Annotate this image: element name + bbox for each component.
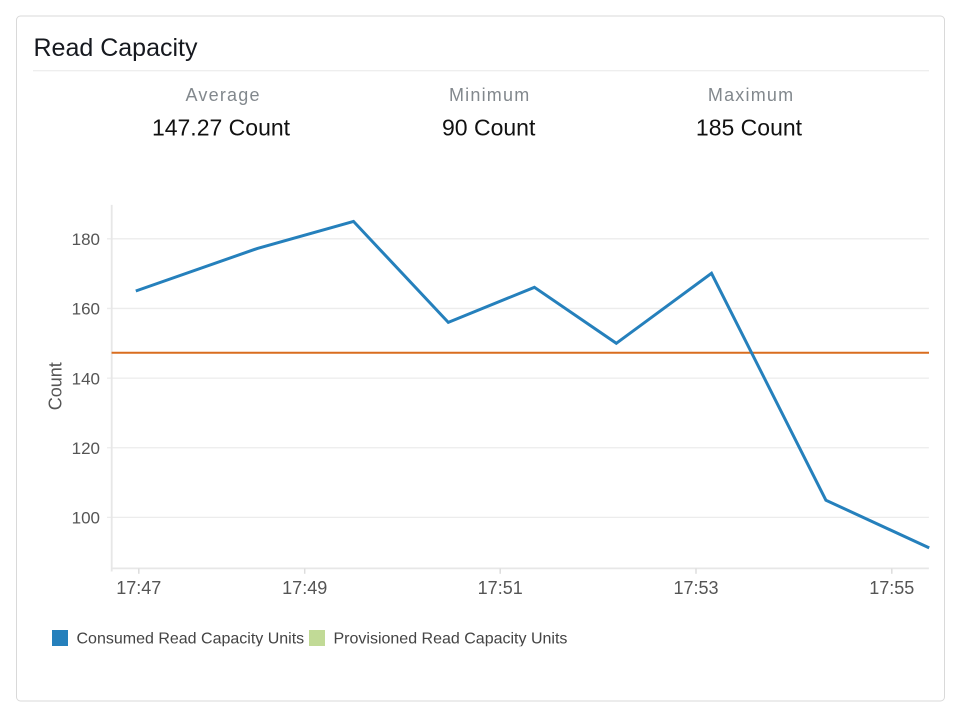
svg-text:147.27 Count: 147.27 Count: [152, 115, 291, 141]
svg-text:Maximum: Maximum: [708, 85, 794, 105]
svg-text:17:49: 17:49: [282, 578, 327, 598]
svg-text:Minimum: Minimum: [449, 85, 530, 105]
svg-text:90 Count: 90 Count: [442, 115, 536, 141]
svg-text:185 Count: 185 Count: [696, 115, 803, 141]
svg-text:140: 140: [72, 369, 100, 388]
svg-text:17:47: 17:47: [116, 578, 161, 598]
svg-text:Count: Count: [45, 362, 65, 410]
svg-text:120: 120: [72, 439, 100, 458]
svg-text:Consumed Read Capacity Units: Consumed Read Capacity Units: [77, 631, 305, 648]
svg-text:180: 180: [72, 230, 100, 249]
svg-text:Average: Average: [186, 85, 261, 105]
svg-text:17:55: 17:55: [869, 578, 914, 598]
svg-text:160: 160: [72, 300, 100, 319]
svg-text:17:53: 17:53: [673, 578, 718, 598]
svg-text:17:51: 17:51: [478, 578, 523, 598]
svg-text:Read Capacity: Read Capacity: [34, 34, 198, 62]
svg-text:Provisioned Read Capacity Unit: Provisioned Read Capacity Units: [334, 631, 568, 648]
svg-text:100: 100: [72, 509, 100, 528]
